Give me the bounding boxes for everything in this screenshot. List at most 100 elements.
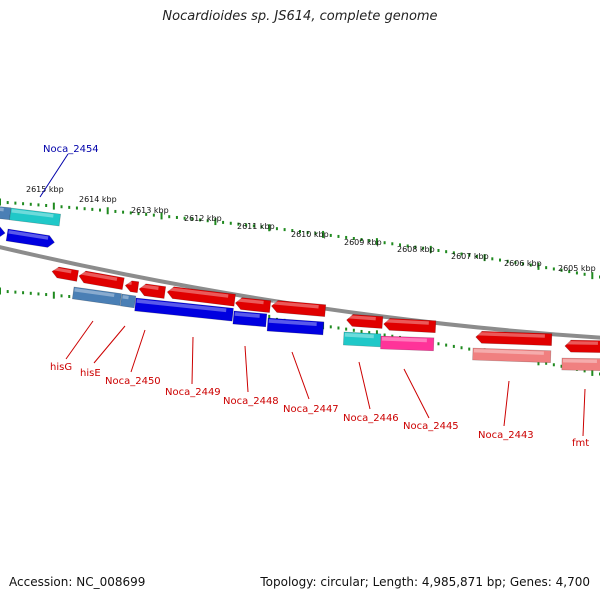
feature-shape: [71, 286, 122, 306]
feature-shape: [343, 331, 382, 348]
feature-highlight: [473, 349, 544, 355]
feature-arrow: [0, 225, 6, 239]
gene-leader-line: [191, 336, 194, 385]
gene-leader-line: [65, 320, 94, 360]
feature-arrow: [138, 283, 167, 299]
feature-highlight: [11, 209, 54, 218]
gene-label: Noca_2445: [403, 421, 459, 432]
feature-shape: [564, 339, 600, 354]
gene-leader-line: [291, 351, 310, 400]
feature-highlight: [476, 332, 545, 338]
feature-shape: [138, 283, 167, 299]
feature-highlight: [0, 207, 4, 212]
feature-highlight: [80, 271, 118, 281]
feature-shape: [0, 225, 6, 239]
feature-highlight: [236, 298, 264, 305]
feature-arrow: [234, 297, 272, 313]
feature-shape: [232, 310, 268, 328]
feature-highlight: [8, 230, 49, 240]
genome-summary: Topology: circular; Length: 4,985,871 bp…: [260, 575, 590, 589]
gene-leader-line: [403, 368, 430, 419]
feature-highlight: [272, 301, 319, 309]
feature-arrow: [383, 318, 437, 334]
gene-leader-line: [130, 329, 146, 373]
feature-shape: [166, 286, 236, 307]
gene-label: hisE: [80, 368, 101, 379]
feature-highlight: [565, 341, 598, 345]
feature-highlight: [234, 312, 260, 318]
kbp-label: 2611 kbp: [237, 222, 275, 231]
gene-label: hisG: [50, 362, 72, 373]
feature-shape: [234, 297, 272, 313]
feature-highlight: [122, 295, 129, 300]
kbp-label: 2613 kbp: [131, 206, 169, 215]
feature-arrow: [564, 339, 600, 354]
outer-tick-ring: [0, 198, 600, 280]
feature-highlight: [126, 281, 132, 285]
kbp-label: 2607 kbp: [451, 252, 489, 261]
gene-label: Noca_2443: [478, 430, 534, 441]
feature-highlight: [384, 319, 429, 325]
feature-shape: [383, 318, 437, 334]
gene-label: Noca_2447: [283, 404, 339, 415]
feature-shape: [5, 228, 55, 248]
feature-highlight: [562, 359, 597, 363]
feature-shape: [380, 335, 435, 352]
kbp-label: 2614 kbp: [79, 195, 117, 204]
feature-arrow: [271, 300, 327, 317]
gene-leader-line: [39, 153, 69, 198]
feature-shape: [134, 297, 234, 322]
gene-label: Noca_2450: [105, 376, 161, 387]
feature-highlight: [53, 267, 72, 274]
feature-block: [380, 335, 435, 352]
gene-labels: Noca_2454hisGhisENoca_2450Noca_2449Noca_…: [43, 144, 589, 449]
feature-highlight: [168, 287, 229, 298]
feature-highlight: [381, 337, 427, 343]
feature-block: [71, 286, 122, 306]
feature-block: [232, 310, 268, 328]
feature-shape: [119, 293, 137, 309]
feature-highlight: [344, 333, 374, 339]
feature-shape: [51, 266, 79, 282]
kbp-label: 2612 kbp: [184, 214, 222, 223]
feature-shape: [266, 317, 325, 336]
feature-block: [9, 207, 61, 227]
gene-label: Noca_2446: [343, 413, 399, 424]
gene-label: Noca_2448: [223, 396, 279, 407]
feature-block: [134, 297, 234, 322]
feature-highlight: [268, 319, 317, 327]
kbp-label: 2605 kbp: [558, 264, 596, 273]
kbp-label: 2606 kbp: [504, 259, 542, 268]
gene-label: Noca_2449: [165, 387, 221, 398]
gene-label: fmt: [572, 438, 589, 449]
map-title: Nocardioides sp. JS614, complete genome: [162, 9, 438, 24]
feature-highlight: [74, 288, 115, 298]
feature-block: [472, 347, 552, 364]
gene-leader-line: [503, 380, 510, 427]
kbp-label: 2610 kbp: [291, 230, 329, 239]
feature-shape: [561, 357, 600, 372]
feature-arrow: [166, 286, 236, 307]
feature-arrow: [78, 270, 125, 290]
feature-block: [0, 205, 12, 221]
feature-highlight: [140, 284, 159, 290]
feature-arrow: [51, 266, 79, 282]
feature-block: [561, 357, 600, 372]
feature-shape: [271, 300, 327, 317]
gene-leader-line: [582, 388, 586, 437]
gene-label: Noca_2454: [43, 144, 99, 155]
feature-highlight: [347, 315, 376, 321]
feature-arrow: [346, 314, 384, 329]
gene-leader-line: [358, 361, 371, 410]
gene-leader-line: [244, 345, 249, 393]
accession-label: Accession: NC_008699: [9, 575, 146, 589]
gene-leader-line: [93, 325, 126, 364]
feature-shape: [9, 207, 61, 227]
kbp-label: 2608 kbp: [397, 245, 435, 254]
gene-features: [0, 205, 600, 372]
kbp-label: 2609 kbp: [344, 238, 382, 247]
feature-shape: [78, 270, 125, 290]
